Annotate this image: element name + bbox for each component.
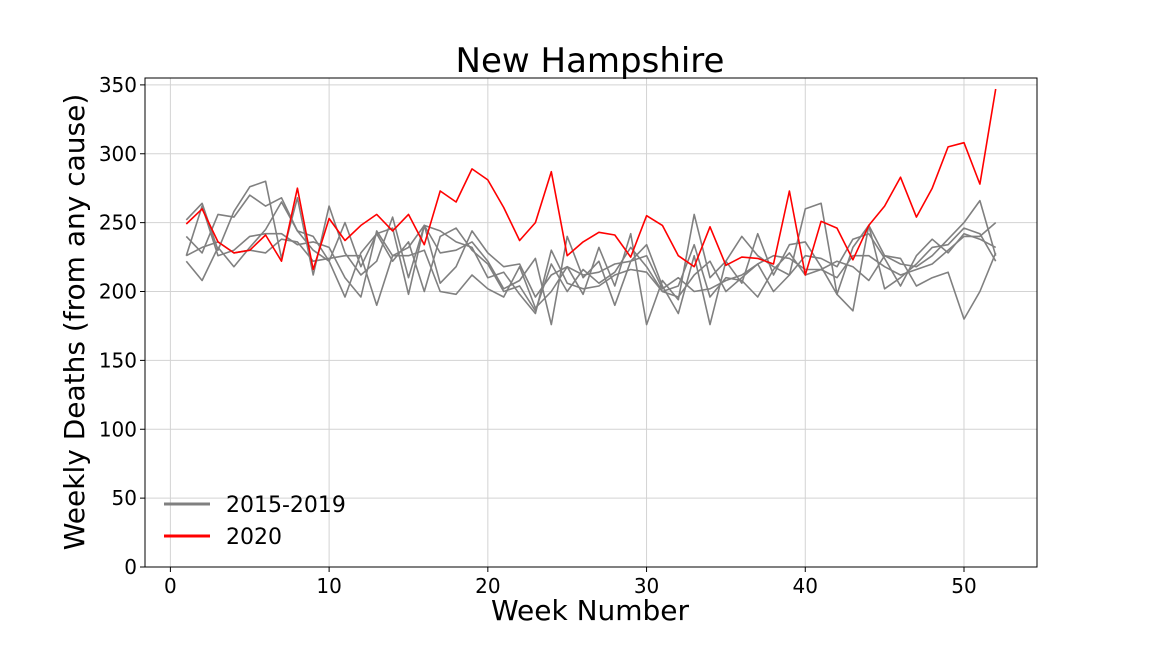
x-axis-title: Week Number xyxy=(491,594,690,627)
plot-frame xyxy=(144,77,1038,568)
series-line-2020 xyxy=(185,88,997,276)
y-tick-label: 100 xyxy=(99,417,137,441)
y-axis-title: Weekly Deaths (from any cause) xyxy=(58,94,91,551)
legend: 2015-2019 2020 xyxy=(164,493,346,550)
series-line-baseline-2 xyxy=(185,201,997,326)
series-line-baseline-3 xyxy=(185,194,997,312)
y-axis-ticks: 0 50 100 150 200 250 300 350 xyxy=(99,73,145,579)
x-tick-label: 50 xyxy=(951,574,976,598)
chart-title: New Hampshire xyxy=(456,41,725,81)
x-axis-ticks: 0 10 20 30 40 50 xyxy=(164,567,977,598)
y-tick-label: 200 xyxy=(99,280,137,304)
x-tick-label: 0 xyxy=(164,574,177,598)
x-tick-label: 30 xyxy=(634,574,659,598)
y-tick-label: 250 xyxy=(99,211,137,235)
x-tick-label: 20 xyxy=(475,574,500,598)
x-tick-label: 10 xyxy=(316,574,341,598)
series-line-baseline-5 xyxy=(185,224,997,320)
y-tick-label: 150 xyxy=(99,348,137,372)
legend-label: 2015-2019 xyxy=(226,493,346,518)
series-lines xyxy=(185,88,997,326)
series-line-baseline-4 xyxy=(185,205,997,309)
y-tick-label: 350 xyxy=(99,73,137,97)
y-tick-label: 300 xyxy=(99,142,137,166)
x-tick-label: 40 xyxy=(793,574,818,598)
y-tick-label: 50 xyxy=(112,486,137,510)
y-tick-label: 0 xyxy=(124,555,137,579)
legend-label: 2020 xyxy=(226,525,282,550)
series-line-baseline-1 xyxy=(185,180,997,326)
